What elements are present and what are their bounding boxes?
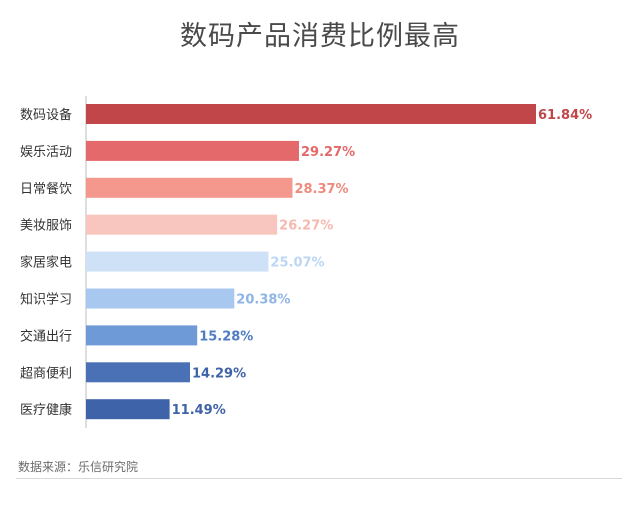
bar [86, 362, 190, 383]
source-divider [16, 478, 622, 479]
value-label: 14.29% [192, 366, 246, 381]
category-label: 知识学习 [20, 292, 72, 308]
value-label: 25.07% [270, 256, 324, 271]
bar [86, 399, 170, 420]
bar [86, 214, 278, 235]
category-label: 娱乐活动 [20, 145, 72, 160]
bar [86, 325, 198, 346]
category-label: 超商便利 [20, 366, 72, 381]
chart-title: 数码产品消费比例最高 [180, 21, 460, 52]
value-label: 11.49% [172, 403, 226, 418]
category-label: 美妆服饰 [20, 219, 72, 234]
value-label: 26.27% [279, 219, 333, 234]
bar [86, 288, 235, 309]
value-label: 28.37% [294, 182, 348, 197]
category-label: 医疗健康 [20, 402, 72, 418]
value-label: 29.27% [301, 145, 355, 160]
value-label: 15.28% [199, 329, 253, 344]
bar [86, 140, 299, 161]
category-label: 数码设备 [20, 107, 72, 123]
value-label: 20.38% [236, 293, 290, 308]
bar [86, 251, 269, 272]
source-note: 数据来源：乐信研究院 [18, 460, 139, 474]
category-label: 家居家电 [20, 255, 72, 271]
bar [86, 177, 293, 198]
category-label: 日常餐饮 [20, 181, 72, 197]
category-label: 交通出行 [20, 328, 72, 344]
value-label: 61.84% [538, 108, 592, 123]
bar [86, 104, 536, 124]
